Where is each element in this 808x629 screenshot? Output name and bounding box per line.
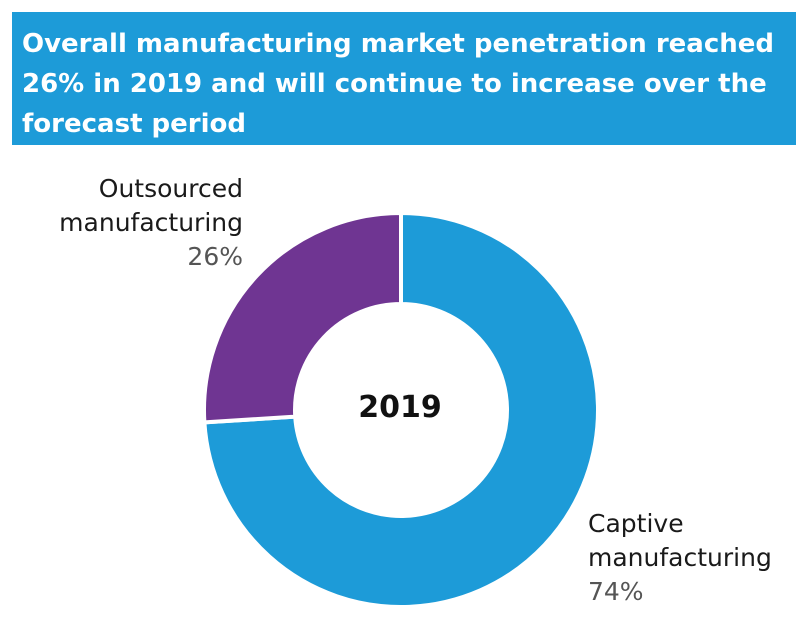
center-year-label: 2019 <box>358 390 442 425</box>
captive-slice <box>202 210 600 609</box>
header-banner: Overall manufacturing market penetration… <box>12 12 796 145</box>
captive-label: Captive manufacturing 74% <box>588 507 772 609</box>
captive-value-label: 74% <box>588 577 644 606</box>
outsourced-value-label: 26% <box>187 242 243 271</box>
outsourced-slice <box>202 210 403 425</box>
outsourced-label-line2: manufacturing <box>59 208 243 237</box>
captive-label-line2: manufacturing <box>588 543 772 572</box>
outsourced-label: Outsourced manufacturing 26% <box>59 172 243 274</box>
outsourced-label-line1: Outsourced <box>98 174 243 203</box>
captive-label-line1: Captive <box>588 509 684 538</box>
chart-title: Overall manufacturing market penetration… <box>22 29 774 139</box>
